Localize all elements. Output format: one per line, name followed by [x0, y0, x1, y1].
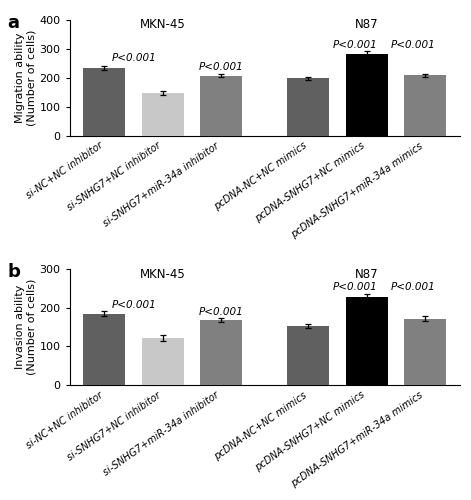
Bar	[287, 326, 329, 385]
Y-axis label: Migration ability
(Number of cells): Migration ability (Number of cells)	[15, 30, 37, 126]
Bar	[287, 78, 329, 136]
Bar	[346, 297, 388, 385]
Text: N87: N87	[355, 268, 379, 280]
Text: P<0.001: P<0.001	[111, 54, 156, 64]
Text: P<0.001: P<0.001	[111, 300, 156, 310]
Bar	[404, 318, 446, 385]
Text: P<0.001: P<0.001	[391, 40, 436, 50]
Text: N87: N87	[355, 18, 379, 32]
Bar	[346, 54, 388, 136]
Y-axis label: Invasion ability
(Number of cells): Invasion ability (Number of cells)	[15, 279, 37, 376]
Bar	[404, 76, 446, 136]
Bar	[83, 68, 125, 136]
Bar	[142, 93, 184, 136]
Text: MKN-45: MKN-45	[140, 268, 186, 280]
Text: P<0.001: P<0.001	[391, 282, 436, 292]
Text: P<0.001: P<0.001	[333, 282, 377, 292]
Text: P<0.001: P<0.001	[199, 308, 244, 318]
Text: b: b	[7, 264, 20, 281]
Text: P<0.001: P<0.001	[199, 62, 244, 72]
Text: a: a	[7, 14, 19, 32]
Text: MKN-45: MKN-45	[140, 18, 186, 32]
Bar	[83, 314, 125, 385]
Bar	[142, 338, 184, 385]
Bar	[200, 76, 242, 136]
Bar	[200, 320, 242, 385]
Text: P<0.001: P<0.001	[333, 40, 377, 50]
